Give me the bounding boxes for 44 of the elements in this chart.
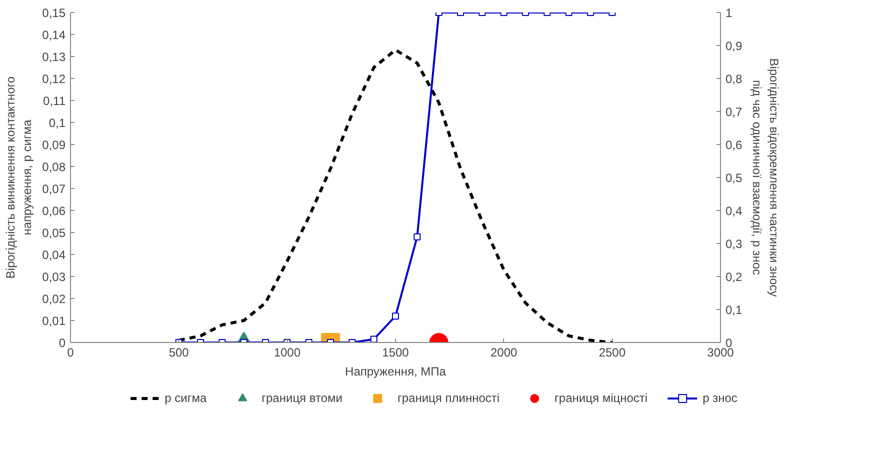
y-tick-label: 0,14 bbox=[42, 28, 66, 42]
y2-tick-label: 0,8 bbox=[726, 72, 743, 86]
x-axis-title: Напруження, МПа bbox=[345, 364, 446, 378]
y-tick-label: 0,12 bbox=[42, 72, 66, 86]
y-tick-label: 0,01 bbox=[42, 314, 66, 328]
y-tick-label: 0,1 bbox=[48, 116, 66, 130]
y-tick-label: 0,03 bbox=[42, 270, 66, 284]
y-tick-label: 0,07 bbox=[42, 182, 66, 196]
y-tick-label: 0,02 bbox=[42, 292, 66, 306]
y2-tick-label: 0,5 bbox=[726, 171, 743, 185]
y-axis-title: Вірогідність виникнення контактного напруження, p сигма bbox=[3, 76, 34, 279]
point bbox=[392, 312, 399, 320]
x-tick-label: 1500 bbox=[382, 346, 410, 360]
y2-tick-label: 0,4 bbox=[726, 204, 743, 218]
y2-tick-label: 0,2 bbox=[726, 270, 743, 284]
y2-axis-title: Вірогідність відокремлення частинки зносу під час одиничної взаємодії, p знос bbox=[750, 58, 781, 297]
y2-tick-label: 0,6 bbox=[726, 138, 743, 152]
x-tick-label: 2000 bbox=[490, 346, 518, 360]
y2-tick-label: 0,3 bbox=[726, 237, 743, 251]
y-tick-label: 0,06 bbox=[42, 204, 66, 218]
point bbox=[370, 336, 378, 342]
x-tick-label: 500 bbox=[168, 346, 190, 360]
legend-label: p сигма bbox=[164, 391, 207, 405]
y2-tick-label: 0,9 bbox=[726, 39, 743, 53]
x-tick-label: 0 bbox=[67, 346, 74, 360]
y-tick-label: 0,04 bbox=[42, 248, 66, 262]
x-tick-label: 3000 bbox=[707, 346, 734, 360]
legend-label: границя втоми bbox=[262, 391, 342, 405]
y-tick-label: 0,15 bbox=[42, 6, 66, 20]
legend-label: границя плинності bbox=[397, 391, 500, 405]
x-tick-label: 1000 bbox=[274, 346, 301, 360]
x-tick-label: 2500 bbox=[598, 346, 626, 360]
y-tick-label: 0,09 bbox=[42, 138, 66, 152]
legend-label: p знос bbox=[702, 391, 738, 405]
y-tick-label: 0,08 bbox=[42, 160, 66, 174]
y-tick-label: 0,11 bbox=[43, 94, 66, 108]
y-tick-label: 0,05 bbox=[42, 226, 66, 240]
y2-tick-label: 0,7 bbox=[726, 105, 743, 119]
y-tick-label: 0 bbox=[58, 336, 66, 350]
point bbox=[414, 233, 421, 240]
y-tick-label: 0,13 bbox=[42, 50, 66, 64]
legend-label: границя міцності bbox=[554, 391, 648, 405]
y2-tick-label: 1 bbox=[726, 6, 732, 20]
y2-tick-label: 0,1 bbox=[726, 303, 743, 317]
